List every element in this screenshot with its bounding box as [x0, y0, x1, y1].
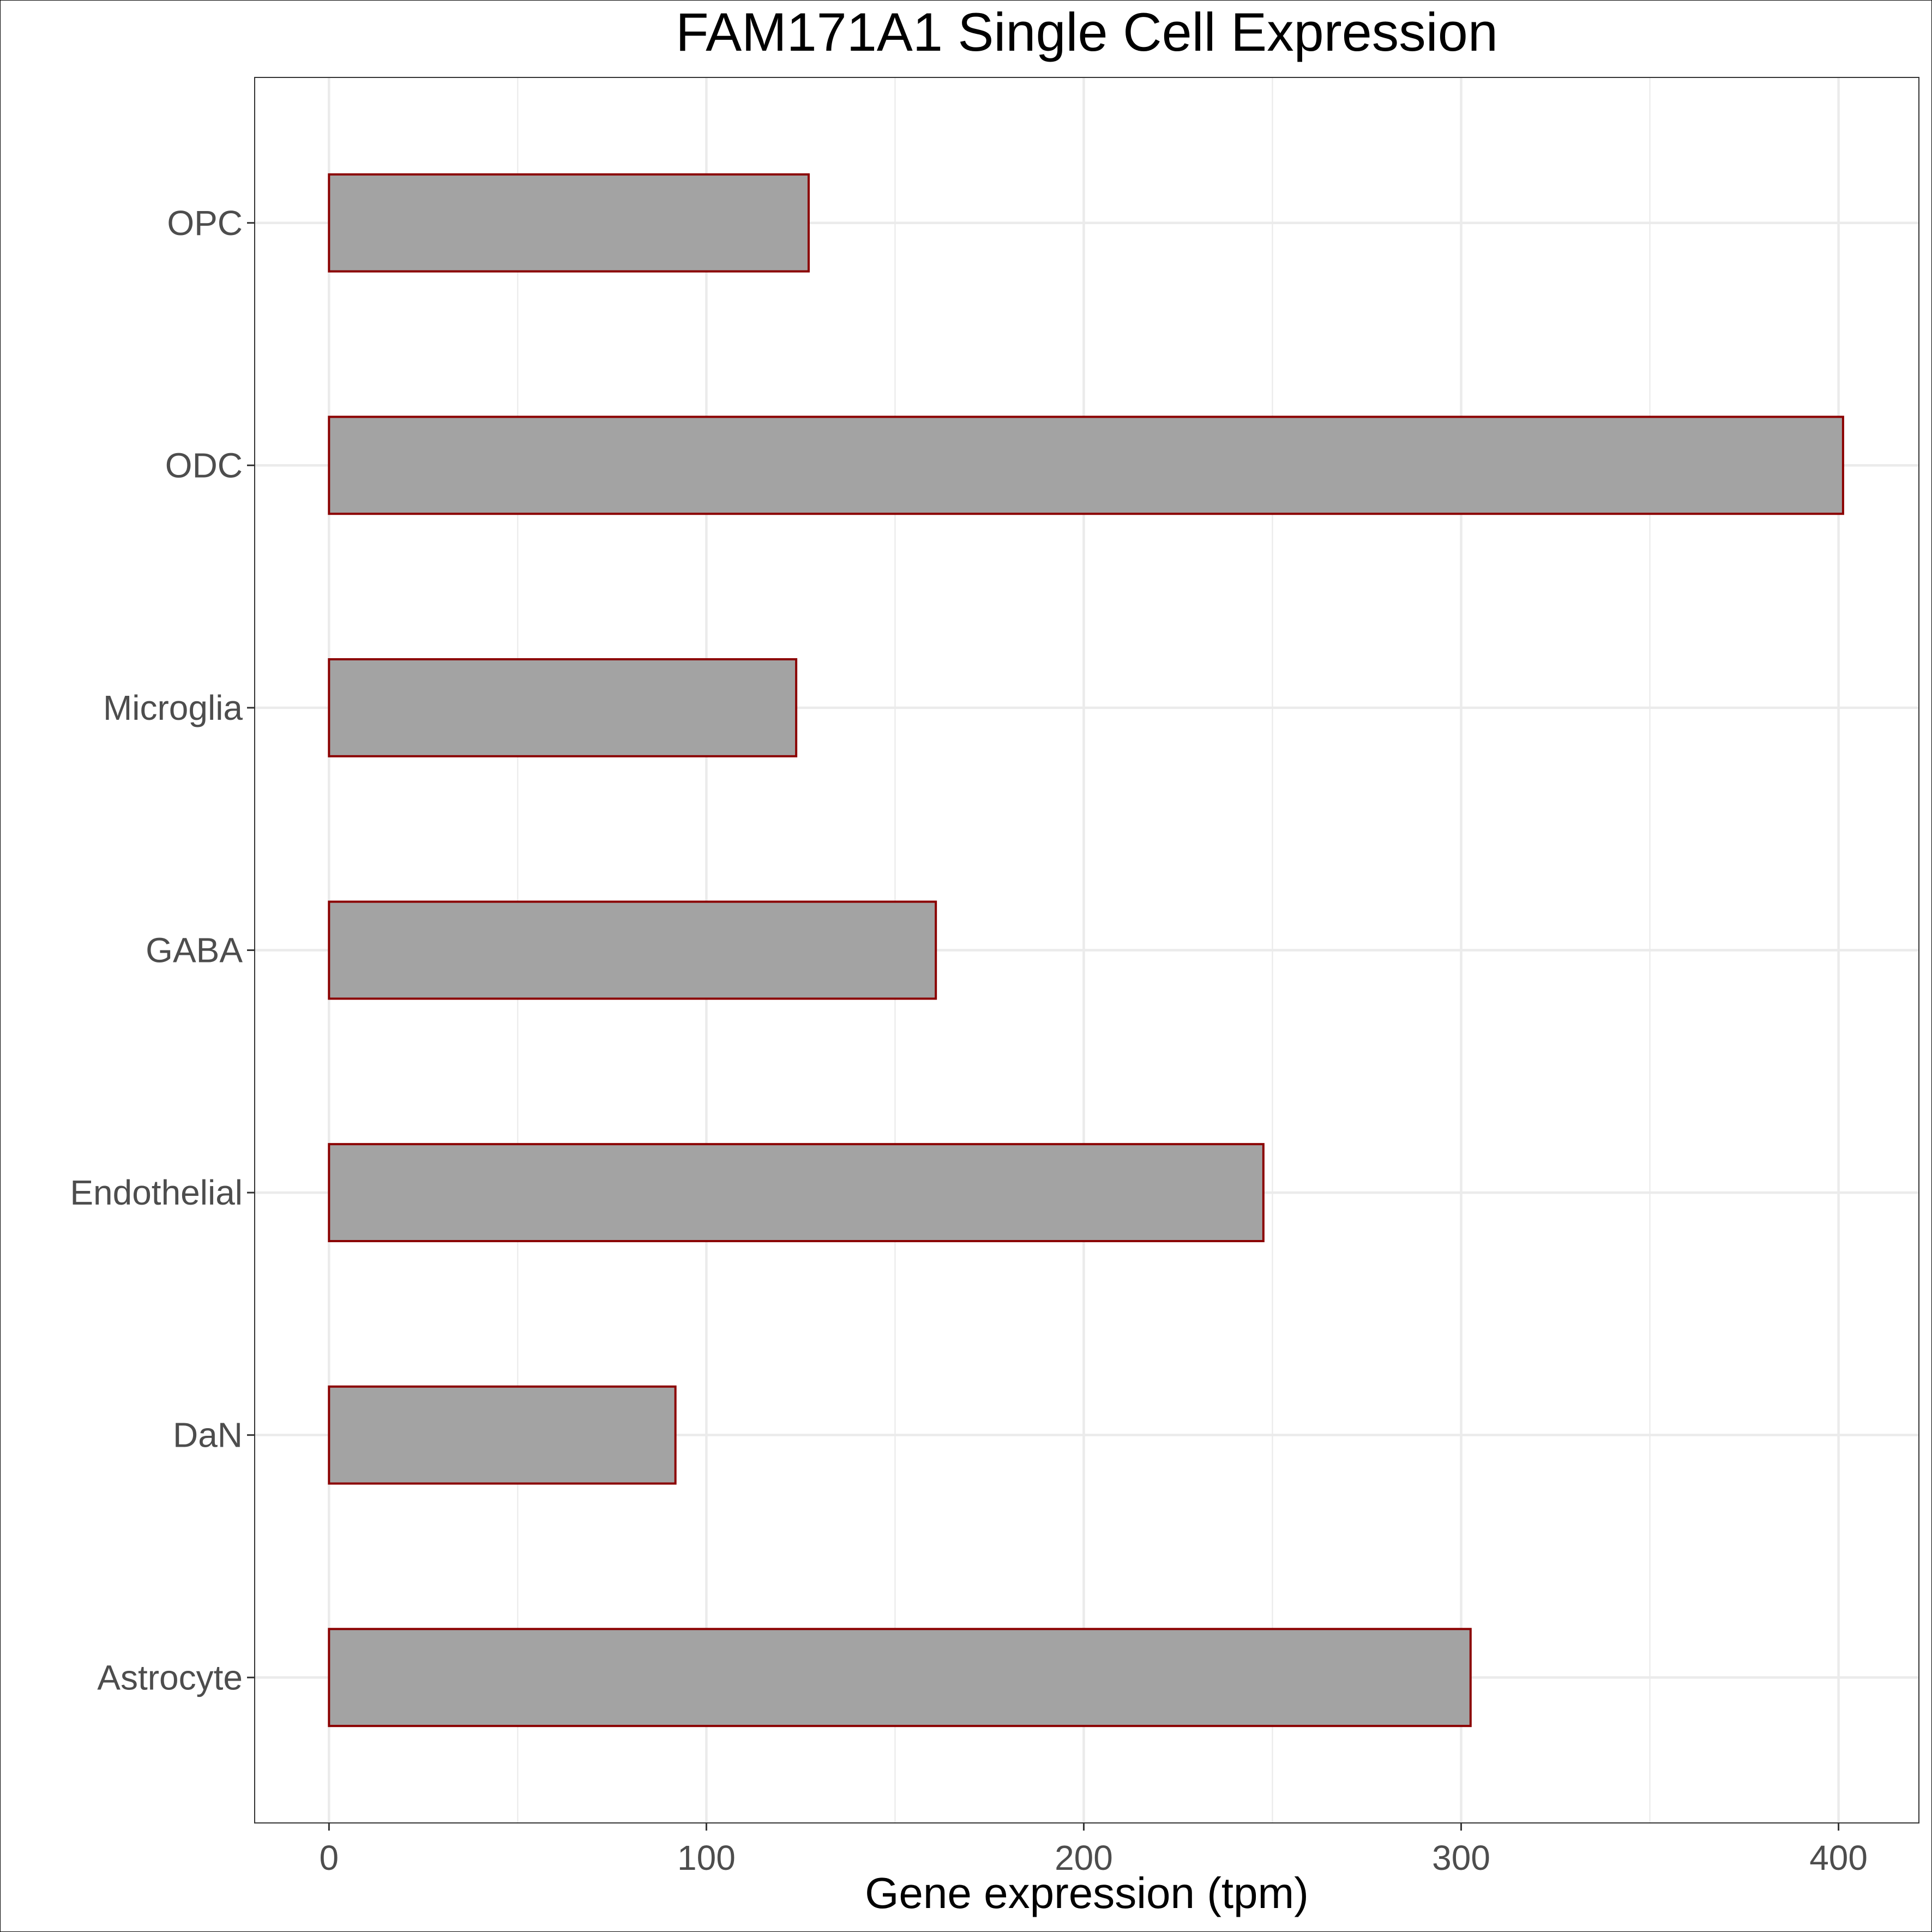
y-tick-label: OPC: [167, 203, 243, 243]
bar-dan: [328, 1385, 677, 1485]
bar-microglia: [328, 658, 798, 757]
y-tick-label: Astrocyte: [97, 1658, 243, 1697]
y-tick-label: Microglia: [103, 688, 243, 727]
bar-endothelial: [328, 1143, 1265, 1243]
x-tick-label: 300: [1432, 1838, 1490, 1877]
bar-odc: [328, 416, 1844, 515]
x-tick-label: 200: [1055, 1838, 1113, 1877]
bars: [328, 173, 1844, 1728]
y-axis-ticks: Astrocyte DaN Endothelial GABA Microglia ODC O…: [70, 203, 255, 1697]
x-axis-ticks: 0 100 200 300 400: [320, 1823, 1868, 1877]
x-tick-label: 0: [320, 1838, 339, 1877]
y-tick-label: ODC: [165, 446, 243, 485]
x-tick-label: 100: [677, 1838, 736, 1877]
y-tick-label: DaN: [173, 1416, 243, 1455]
x-tick-label: 400: [1809, 1838, 1868, 1877]
x-axis-title: Gene expression (tpm): [865, 1869, 1309, 1917]
y-tick-label: Endothelial: [70, 1173, 243, 1212]
bar-astrocyte: [328, 1628, 1472, 1728]
chart-title: FAM171A1 Single Cell Expression: [676, 2, 1498, 62]
y-tick-label: GABA: [146, 931, 243, 970]
bar-gaba: [328, 900, 937, 1000]
bar-opc: [328, 173, 810, 273]
